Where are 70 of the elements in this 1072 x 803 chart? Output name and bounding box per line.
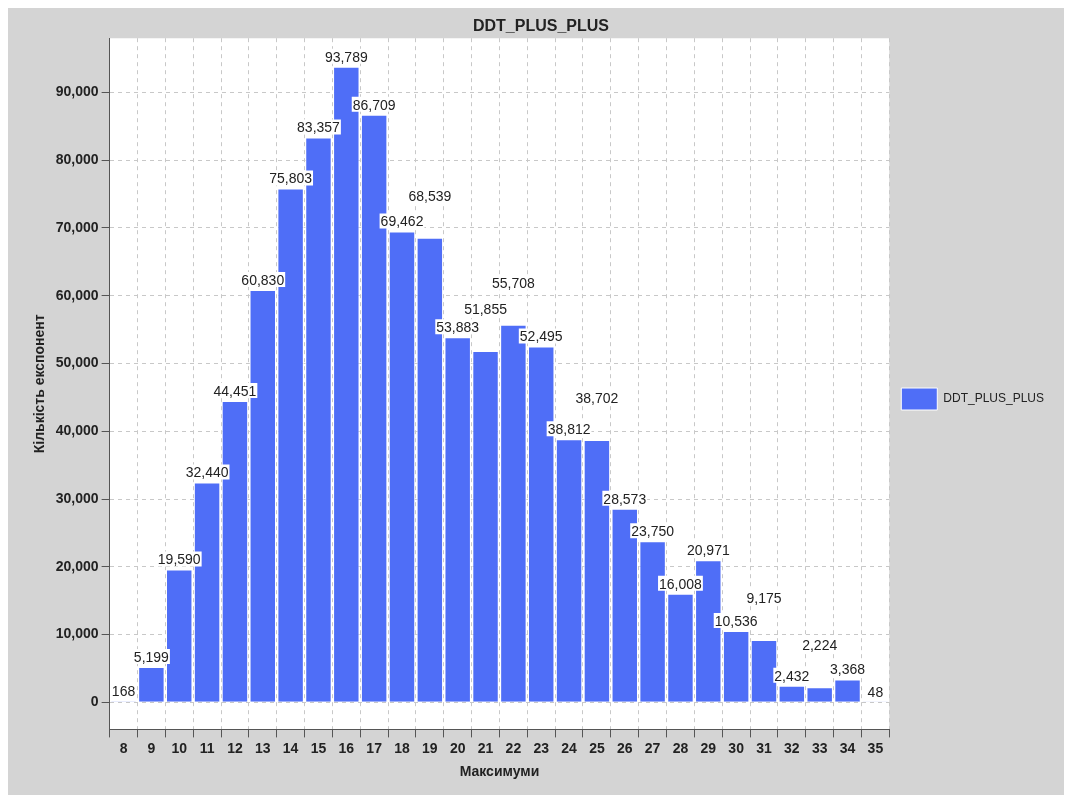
x-tick-label: 25 bbox=[589, 739, 605, 756]
y-tick-label: 0 bbox=[90, 693, 99, 710]
x-tick-label: 31 bbox=[756, 739, 772, 756]
x-tick-label: 27 bbox=[644, 739, 661, 756]
data-label: 48 bbox=[867, 683, 884, 700]
x-tick-label: 28 bbox=[672, 739, 689, 756]
x-tick-label: 21 bbox=[477, 739, 494, 756]
data-label: 16,008 bbox=[659, 575, 703, 592]
legend-label: DDT_PLUS_PLUS bbox=[943, 391, 1045, 406]
y-axis-title: Кількість експонент bbox=[31, 314, 48, 454]
y-tick-label: 50,000 bbox=[55, 354, 99, 371]
x-tick-label: 35 bbox=[867, 739, 884, 756]
data-label: 60,830 bbox=[241, 271, 285, 288]
x-tick-label: 16 bbox=[338, 739, 355, 756]
y-tick-label: 80,000 bbox=[55, 151, 99, 168]
data-label: 69,462 bbox=[380, 213, 424, 230]
x-tick-label: 15 bbox=[310, 739, 327, 756]
x-tick-label: 33 bbox=[811, 739, 828, 756]
data-label: 9,175 bbox=[746, 589, 782, 606]
data-label: 86,709 bbox=[352, 96, 396, 113]
y-tick-label: 90,000 bbox=[55, 83, 99, 100]
data-label: 168 bbox=[111, 683, 136, 700]
x-tick-label: 32 bbox=[784, 739, 800, 756]
y-tick-label: 60,000 bbox=[55, 286, 99, 303]
data-label: 93,789 bbox=[324, 48, 368, 65]
data-label: 28,573 bbox=[603, 490, 647, 507]
data-label: 2,224 bbox=[802, 637, 838, 654]
x-tick-label: 13 bbox=[254, 739, 271, 756]
data-label: 10,536 bbox=[714, 612, 758, 629]
data-label: 75,803 bbox=[269, 170, 313, 187]
data-label: 5,199 bbox=[133, 648, 170, 665]
data-label: 53,883 bbox=[436, 319, 480, 336]
data-label: 83,357 bbox=[297, 119, 341, 136]
data-label: 44,451 bbox=[213, 382, 257, 399]
y-tick-label: 70,000 bbox=[55, 218, 99, 235]
y-tick-label: 30,000 bbox=[55, 489, 99, 506]
y-tick-label: 10,000 bbox=[55, 625, 99, 642]
x-tick-label: 23 bbox=[533, 739, 550, 756]
data-label: 68,539 bbox=[408, 187, 452, 204]
data-label: 51,855 bbox=[464, 300, 508, 317]
data-label: 2,432 bbox=[774, 667, 810, 684]
x-tick-label: 18 bbox=[394, 739, 410, 756]
x-tick-label: 30 bbox=[728, 739, 745, 756]
x-tick-label: 26 bbox=[616, 739, 633, 756]
x-tick-label: 14 bbox=[282, 739, 299, 756]
x-tick-label: 9 bbox=[147, 739, 156, 756]
data-label: 52,495 bbox=[519, 328, 563, 345]
data-label: 19,590 bbox=[157, 551, 201, 568]
data-label: 23,750 bbox=[631, 523, 675, 540]
x-tick-label: 29 bbox=[700, 739, 717, 756]
x-tick-label: 20 bbox=[449, 739, 466, 756]
data-label: 32,440 bbox=[185, 464, 229, 481]
data-label: 38,812 bbox=[547, 421, 591, 438]
x-axis-title: Максимуми bbox=[459, 763, 540, 780]
chart-title: DDT_PLUS_PLUS bbox=[472, 17, 610, 35]
data-label: 55,708 bbox=[491, 274, 535, 291]
x-tick-label: 34 bbox=[839, 739, 856, 756]
x-tick-label: 17 bbox=[366, 739, 383, 756]
x-tick-label: 19 bbox=[422, 739, 438, 756]
x-tick-label: 24 bbox=[561, 739, 578, 756]
data-label: 38,702 bbox=[575, 389, 619, 406]
x-tick-label: 22 bbox=[505, 739, 522, 756]
y-tick-label: 40,000 bbox=[55, 422, 99, 439]
x-tick-label: 8 bbox=[119, 739, 128, 756]
x-tick-label: 10 bbox=[171, 739, 188, 756]
x-tick-label: 11 bbox=[199, 739, 215, 756]
data-label: 3,368 bbox=[830, 661, 866, 678]
x-tick-label: 12 bbox=[227, 739, 243, 756]
data-label: 20,971 bbox=[686, 542, 730, 559]
y-tick-label: 20,000 bbox=[55, 557, 99, 574]
